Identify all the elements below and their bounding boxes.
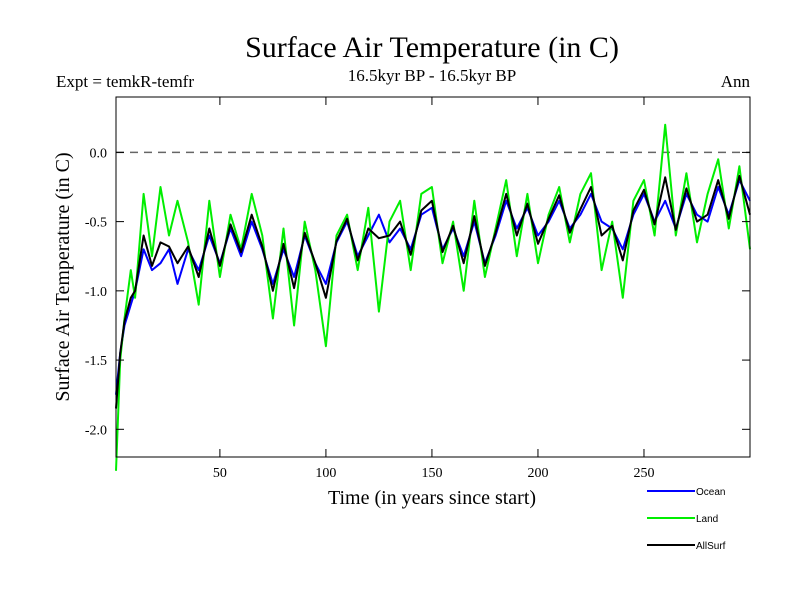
legend-label-allsurf: AllSurf <box>696 541 726 552</box>
plot-area <box>115 123 751 471</box>
x-tick-label: 250 <box>633 466 654 481</box>
axes: 50 100 150 200 250 0.0 -0.5 -1.0 -1.5 -2.0 <box>85 96 751 481</box>
y-tick-label: 0.0 <box>90 146 108 161</box>
y-tick-label: -1.0 <box>85 285 107 300</box>
period-label: 16.5kyr BP - 16.5kyr BP <box>348 66 516 85</box>
legend-label-ocean: Ocean <box>696 487 725 498</box>
x-tick-label: 200 <box>527 466 548 481</box>
x-tick-label: 50 <box>213 466 227 481</box>
legend-label-land: Land <box>696 514 718 525</box>
series-line-land <box>115 123 751 471</box>
plot-frame <box>115 96 751 458</box>
y-tick-label: -1.5 <box>85 354 107 369</box>
x-axis-label: Time (in years since start) <box>328 487 536 509</box>
chart-title: Surface Air Temperature (in C) <box>245 31 619 64</box>
season-label: Ann <box>721 72 751 91</box>
y-tick-label: -2.0 <box>85 423 107 438</box>
y-axis-label: Surface Air Temperature (in C) <box>52 152 74 401</box>
experiment-label: Expt = temkR-temfr <box>56 72 194 91</box>
series-line-allsurf <box>115 174 751 409</box>
y-tick-label: -0.5 <box>85 216 107 231</box>
legend: Ocean Land AllSurf <box>647 487 726 552</box>
x-tick-label: 100 <box>315 466 336 481</box>
x-tick-label: 150 <box>421 466 442 481</box>
